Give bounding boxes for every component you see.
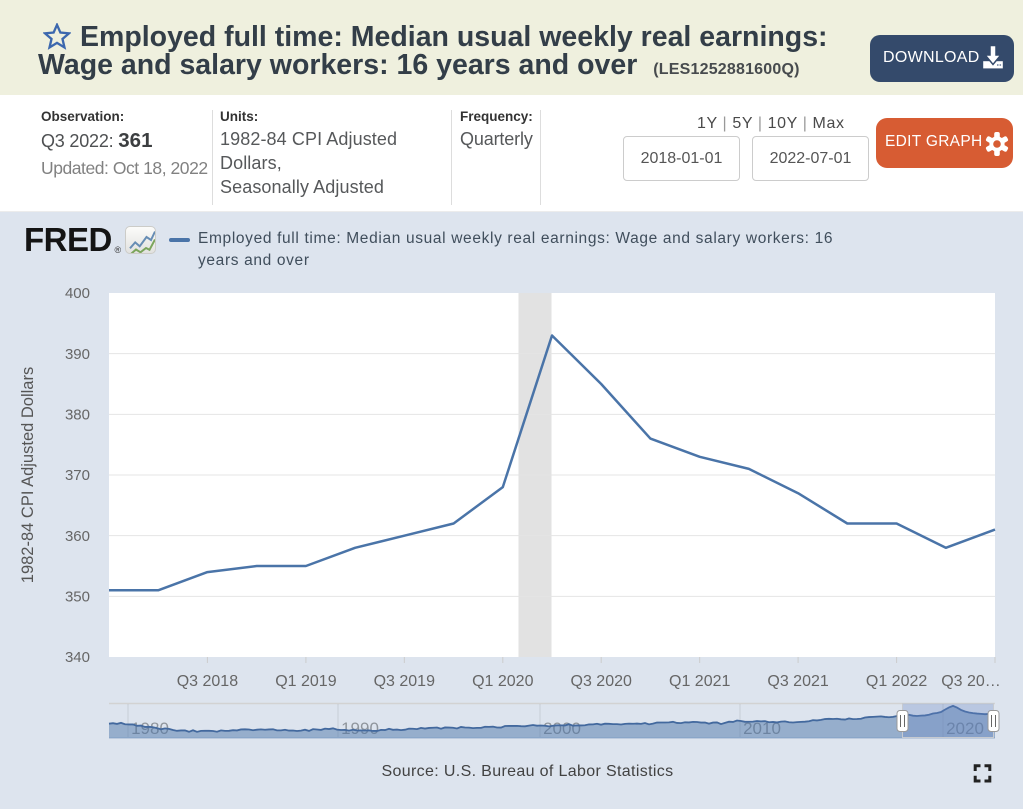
svg-text:2020: 2020 <box>946 719 984 738</box>
svg-text:Q3 2018: Q3 2018 <box>177 673 238 690</box>
svg-text:370: 370 <box>65 467 90 484</box>
svg-text:Q3 2019: Q3 2019 <box>374 673 435 690</box>
svg-text:350: 350 <box>65 589 90 606</box>
svg-text:Q3 2020: Q3 2020 <box>571 673 632 690</box>
svg-text:1980: 1980 <box>131 719 169 738</box>
svg-text:360: 360 <box>65 528 90 545</box>
svg-text:380: 380 <box>65 407 90 424</box>
svg-text:1990: 1990 <box>341 719 379 738</box>
svg-text:2010: 2010 <box>743 719 781 738</box>
svg-text:400: 400 <box>65 285 90 302</box>
svg-text:Q1 2019: Q1 2019 <box>275 673 336 690</box>
svg-text:Q3 2021: Q3 2021 <box>767 673 828 690</box>
svg-text:2000: 2000 <box>543 719 581 738</box>
svg-text:340: 340 <box>65 649 90 666</box>
svg-text:Q1 2022: Q1 2022 <box>866 673 927 690</box>
svg-text:Q3 20…: Q3 20… <box>941 673 1001 690</box>
svg-text:390: 390 <box>65 346 90 363</box>
svg-text:1982-84 CPI Adjusted Dollars: 1982-84 CPI Adjusted Dollars <box>19 367 37 583</box>
svg-text:Q1 2021: Q1 2021 <box>669 673 730 690</box>
svg-text:Source: U.S. Bureau of Labor S: Source: U.S. Bureau of Labor Statistics <box>381 763 673 780</box>
svg-text:Q1 2020: Q1 2020 <box>472 673 533 690</box>
